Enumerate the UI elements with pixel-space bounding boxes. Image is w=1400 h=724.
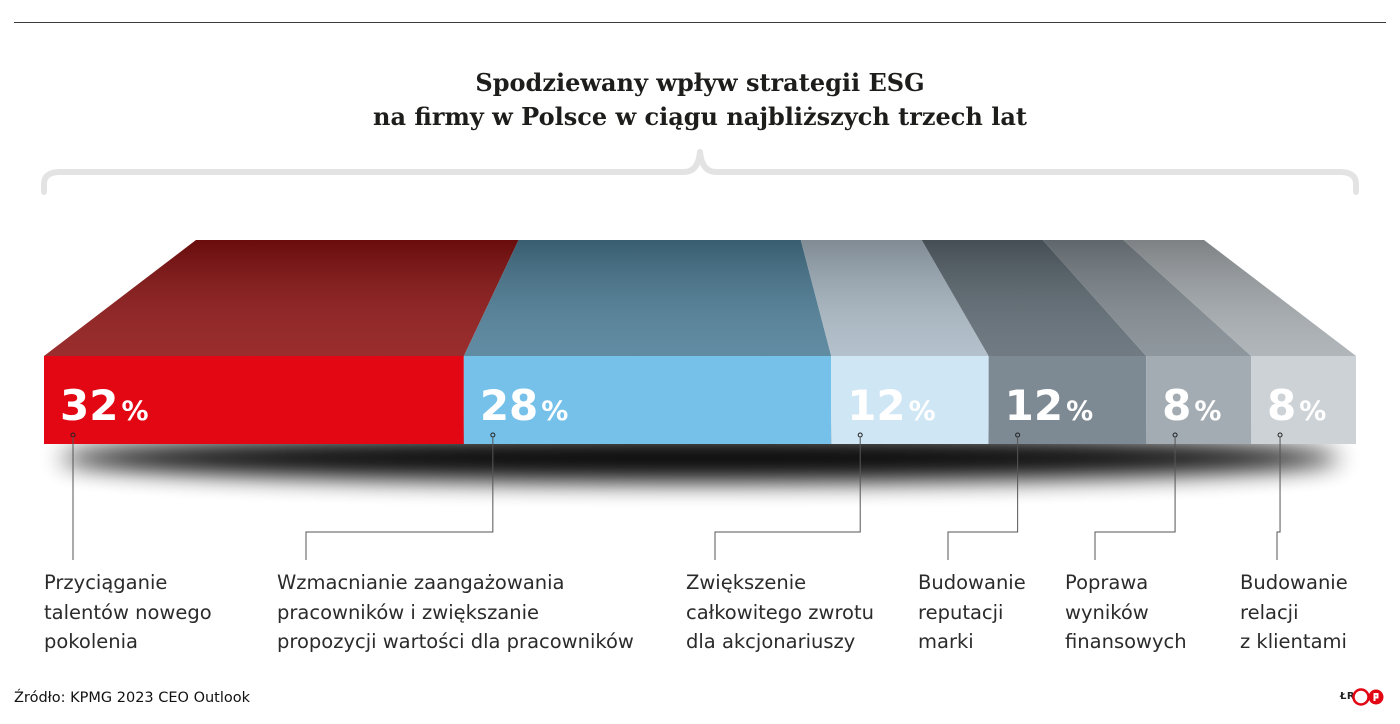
category-label-5-line-2: z klientami [1240, 630, 1347, 653]
category-label-3: Budowanie reputacji marki [918, 568, 1026, 657]
value-unit-0: % [121, 396, 148, 427]
category-label-1-line-2: propozycji wartości dla pracowników [277, 630, 634, 653]
category-label-1: Wzmacnianie zaangażowania pracowników i z… [277, 568, 634, 657]
author-credit: ŁR [1340, 691, 1356, 702]
category-label-2-line-1: całkowitego zwrotu [686, 600, 874, 624]
bar-segment-2 [831, 356, 989, 444]
bar-segment-4 [1146, 356, 1252, 444]
value-unit-5: % [1299, 396, 1326, 427]
value-labels: 32% 28% 12% 12% 8% 8% [60, 381, 1326, 430]
category-label-2: Zwiększenie całkowitego zwrotu dla akcjona… [686, 568, 874, 657]
category-label-0-line-2: pokolenia [44, 630, 138, 653]
bar-top-shade-2 [800, 240, 989, 356]
top-rule [14, 22, 1386, 23]
bar-top-shade-0 [44, 240, 519, 356]
value-unit-4: % [1194, 396, 1221, 427]
bar-top-shade-1 [463, 240, 832, 356]
category-label-3-line-2: marki [918, 630, 974, 653]
publisher-logo [1352, 688, 1384, 706]
value-unit-1: % [541, 396, 568, 427]
category-label-5-line-1: relacji [1240, 600, 1299, 624]
category-label-5: Budowanie relacji z klientami [1240, 568, 1348, 657]
leader-line-2 [714, 437, 861, 560]
leader-line-1 [305, 437, 494, 560]
leader-line-5 [1276, 437, 1281, 560]
category-label-2-line-2: dla akcjonariuszy [686, 630, 856, 653]
bar-segment-3 [988, 356, 1147, 444]
chart-title-line-1: Spodziewany wpływ strategii ESG [475, 68, 925, 97]
bar-top-shade-3 [921, 240, 1147, 356]
category-label-0-line-0: Przyciąganie [44, 571, 168, 594]
category-label-0-line-1: talentów nowego [44, 600, 212, 624]
value-unit-2: % [909, 396, 936, 427]
bar-top-shade-5 [1123, 240, 1356, 356]
leader-lines [70, 432, 1283, 560]
chart-title: Spodziewany wpływ strategii ESG na firmy… [0, 66, 1400, 134]
value-unit-3: % [1066, 396, 1093, 427]
title-brace [41, 149, 1359, 195]
bar-top-shade-4 [1042, 240, 1252, 356]
category-label-3-line-1: reputacji [918, 600, 1004, 624]
category-label-2-line-0: Zwiększenie [686, 571, 807, 594]
category-label-4-line-1: wyników [1065, 600, 1149, 624]
bar-segment-1 [463, 356, 832, 444]
category-label-4-line-0: Poprawa [1065, 571, 1149, 594]
category-label-5-line-0: Budowanie [1240, 571, 1348, 594]
category-label-1-line-0: Wzmacnianie zaangażowania [277, 571, 565, 594]
category-label-1-line-1: pracowników i zwiększanie [277, 600, 540, 624]
category-label-3-line-0: Budowanie [918, 571, 1026, 594]
leader-line-4 [1094, 437, 1176, 560]
category-label-4-line-2: finansowych [1065, 630, 1187, 653]
chart-title-line-2: na firmy w Polsce w ciągu najbliższych t… [373, 102, 1027, 131]
bar-segments [44, 356, 1356, 444]
source-note: Źródło: KPMG 2023 CEO Outlook [14, 690, 251, 706]
bar-segment-5 [1251, 356, 1356, 444]
category-label-4: Poprawa wyników finansowych [1065, 568, 1187, 657]
category-label-0: Przyciąganie talentów nowego pokolenia [44, 568, 212, 657]
bar-segment-0 [44, 356, 464, 444]
bar-top-faces [44, 240, 1356, 356]
bar-shadow [60, 434, 1340, 482]
leader-line-3 [947, 437, 1019, 560]
